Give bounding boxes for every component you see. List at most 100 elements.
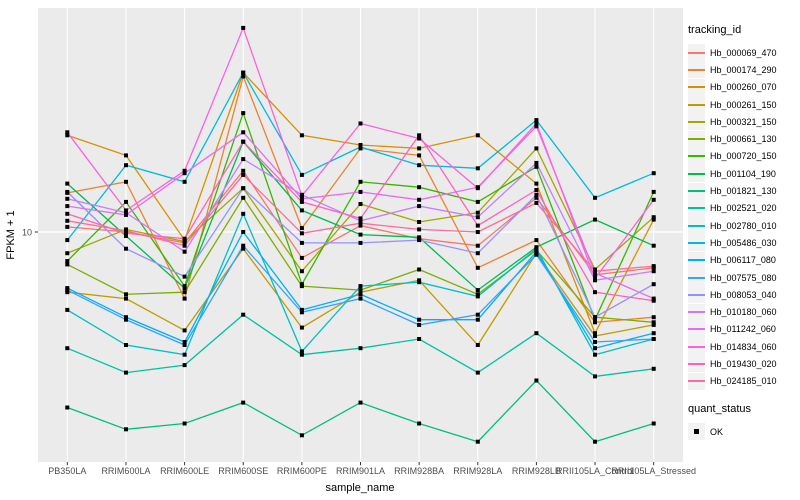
data-point: [299, 255, 304, 260]
data-point: [182, 239, 187, 244]
data-point: [358, 290, 363, 295]
x-axis-tick-labels: PB350LA RRIM600LA RRIM600LE RRIM600SE RRIM60…: [48, 466, 696, 476]
data-point: [475, 243, 480, 248]
data-point: [475, 288, 480, 293]
data-point: [417, 153, 422, 158]
data-point: [651, 282, 656, 287]
data-point: [593, 374, 597, 379]
legend-key-box: [688, 165, 705, 183]
legend-entry-Hb_001104_190: Hb_001104_190: [688, 165, 800, 183]
data-point: [475, 133, 480, 138]
data-point: [417, 317, 422, 322]
data-point: [241, 70, 246, 75]
legend-line-swatch: [688, 311, 705, 314]
legend-entry-quant-ok: OK: [688, 423, 800, 441]
legend-entry-Hb_000261_150: Hb_000261_150: [688, 96, 800, 114]
data-point: [241, 111, 246, 116]
data-point: [65, 196, 70, 201]
legend-key-box: [688, 78, 705, 96]
data-point: [593, 290, 597, 295]
legend-line-swatch: [688, 138, 705, 141]
legend-key-box: [688, 217, 705, 235]
legend-line-swatch: [688, 86, 705, 89]
legend-key-box: [688, 355, 705, 373]
legend-entry-Hb_000321_150: Hb_000321_150: [688, 113, 800, 131]
legend-entry-label: Hb_000260_070: [710, 82, 777, 93]
data-point: [124, 210, 128, 215]
legend-entry-Hb_014834_060: Hb_014834_060: [688, 338, 800, 356]
data-point: [124, 153, 128, 158]
data-point: [65, 259, 70, 264]
x-tick-label: RRIM928BA: [394, 466, 444, 476]
legend-entry-Hb_019430_020: Hb_019430_020: [688, 355, 800, 373]
data-point: [124, 427, 128, 432]
legend-entry-label: Hb_019430_020: [710, 358, 777, 369]
data-point: [417, 136, 422, 141]
legend-entry-label: Hb_006117_080: [710, 255, 776, 266]
legend-line-swatch: [688, 51, 705, 54]
legend-entry-Hb_024185_010: Hb_024185_010: [688, 372, 800, 390]
data-point: [417, 227, 422, 232]
data-point: [534, 378, 539, 383]
legend-line-swatch: [688, 241, 705, 244]
data-point: [241, 400, 246, 405]
data-point: [475, 223, 480, 228]
data-point: [65, 224, 70, 229]
data-point: [65, 405, 70, 410]
data-point: [299, 226, 304, 231]
data-point: [124, 231, 128, 236]
y-axis-title: FPKM + 1: [5, 210, 17, 259]
data-point: [65, 346, 70, 351]
data-point: [241, 74, 246, 79]
legend-key-box: [688, 320, 705, 338]
data-point: [358, 284, 363, 289]
legend-key-box: [688, 423, 705, 441]
data-point: [124, 212, 128, 217]
data-point: [241, 130, 246, 135]
data-point: [65, 262, 70, 267]
legend: tracking_id Hb_000069_470 Hb_000174_290 Hb…: [688, 24, 800, 441]
data-point: [299, 349, 304, 354]
data-point: [475, 166, 480, 171]
data-point: [124, 179, 128, 184]
data-point: [182, 243, 187, 248]
data-point: [475, 186, 480, 191]
legend-entry-Hb_006117_080: Hb_006117_080: [688, 251, 800, 269]
data-point: [241, 172, 246, 177]
data-point: [475, 230, 480, 234]
data-point: [65, 307, 70, 312]
legend-line-swatch: [688, 120, 705, 123]
data-point: [65, 238, 70, 243]
data-point: [593, 331, 597, 336]
data-point: [417, 238, 422, 243]
data-point: [593, 439, 597, 444]
data-point: [182, 343, 187, 347]
data-point: [534, 249, 539, 254]
data-point: [124, 234, 128, 238]
legend-key-box: [688, 251, 705, 269]
data-point: [417, 133, 422, 138]
legend-entry-Hb_000174_290: Hb_000174_290: [688, 61, 800, 79]
data-point: [299, 208, 304, 213]
data-point: [182, 286, 187, 291]
data-point: [534, 200, 539, 205]
data-point: [358, 288, 363, 293]
x-tick-label: RRIM928LA: [453, 466, 502, 476]
data-point: [299, 310, 304, 315]
data-point: [475, 317, 480, 322]
data-point: [124, 315, 128, 320]
legend-key-box: [688, 147, 705, 165]
legend-line-swatch: [688, 190, 705, 193]
data-point: [358, 292, 363, 297]
legend-entry-Hb_000069_470: Hb_000069_470: [688, 44, 800, 62]
data-point: [182, 290, 187, 295]
x-tick-label: PB350LA: [48, 466, 86, 476]
data-point: [534, 238, 539, 243]
data-point: [299, 172, 304, 177]
data-point: [534, 181, 539, 186]
data-point: [65, 290, 70, 295]
data-point: [475, 312, 480, 317]
data-point: [241, 157, 246, 162]
data-point: [534, 246, 539, 251]
